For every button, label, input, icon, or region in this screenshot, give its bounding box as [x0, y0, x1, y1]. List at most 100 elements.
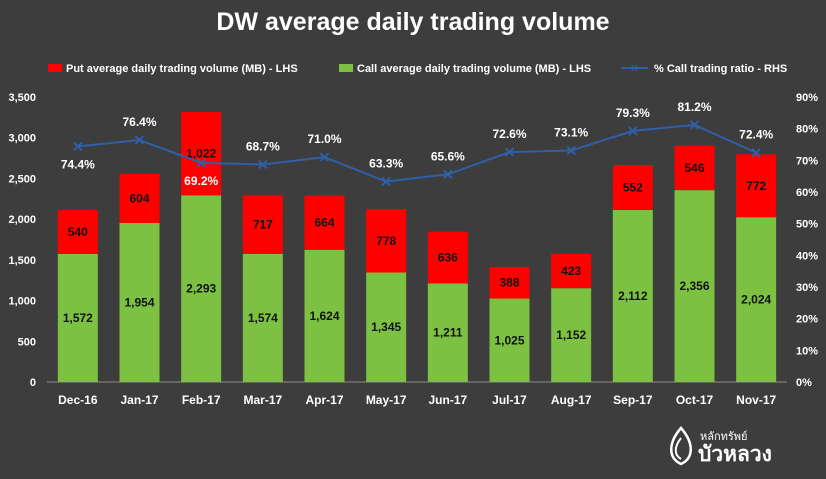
left-axis-tick-label: 0 [30, 377, 36, 389]
ratio-value-label: 72.6% [492, 127, 526, 141]
ratio-marker [504, 147, 515, 157]
category-label: Apr-17 [305, 393, 343, 407]
call-bar [736, 217, 777, 382]
right-axis-tick-label: 0% [796, 377, 812, 389]
left-axis-tick-label: 1,500 [8, 255, 36, 267]
call-bar [181, 195, 222, 382]
put-bar [427, 231, 468, 284]
put-value-label: 546 [684, 161, 704, 175]
call-bar [57, 253, 98, 382]
put-value-label: 636 [438, 250, 458, 264]
put-bar [612, 165, 653, 211]
category-label: Jul-17 [492, 393, 527, 407]
put-bar [551, 253, 592, 289]
ratio-value-label: 69.2% [184, 174, 218, 188]
left-axis-tick-label: 2,500 [8, 173, 36, 185]
put-bar [366, 209, 407, 273]
ratio-marker [134, 135, 145, 145]
category-label: Oct-17 [676, 393, 714, 407]
ratio-marker [381, 176, 391, 187]
put-bar [304, 195, 345, 250]
put-value-label: 423 [561, 264, 581, 278]
legend-ratio-label: % Call trading ratio - RHS [654, 63, 787, 75]
legend-ratio-marker: ✕ [630, 63, 639, 75]
category-label: Nov-17 [736, 393, 776, 407]
call-value-label: 1,574 [248, 311, 278, 325]
ratio-marker [73, 141, 83, 152]
put-bar [181, 112, 222, 196]
call-value-label: 2,024 [741, 293, 771, 307]
put-value-label: 388 [499, 276, 519, 290]
call-value-label: 1,572 [63, 311, 93, 325]
legend-put-label: Put average daily trading volume (MB) - … [66, 63, 298, 75]
ratio-marker [319, 152, 330, 162]
put-value-label: 540 [68, 225, 88, 239]
call-value-label: 2,112 [618, 289, 648, 303]
call-bar [119, 222, 160, 382]
put-bar [119, 173, 160, 223]
right-axis-tick-label: 90% [796, 92, 818, 104]
bars-layer: 1,572 540 1,954 604 2,293 1,022 1,574 717 1,624 6… [57, 112, 777, 382]
put-value-label: 778 [376, 234, 396, 248]
put-value-label: 717 [253, 218, 273, 232]
put-value-label: 552 [623, 181, 643, 195]
legend: Put average daily trading volume (MB) - … [48, 63, 787, 75]
call-bar [366, 272, 407, 382]
call-value-label: 1,211 [433, 326, 463, 340]
call-value-label: 2,293 [186, 282, 216, 296]
call-bar [242, 253, 283, 382]
call-value-label: 1,345 [371, 320, 401, 334]
put-bar [674, 145, 715, 191]
logo-large-text: บัวหลวง [698, 443, 772, 466]
call-value-label: 1,624 [309, 309, 339, 323]
ratio-marker [751, 148, 761, 158]
call-bar [551, 288, 592, 382]
legend-call-swatch [339, 64, 353, 72]
ratio-marker [566, 145, 576, 156]
call-bar [612, 210, 653, 382]
call-bar [427, 283, 468, 382]
ratio-value-label: 76.4% [122, 115, 156, 129]
category-label: Sep-17 [613, 393, 653, 407]
category-label: Feb-17 [182, 393, 221, 407]
put-value-label: 664 [314, 216, 334, 230]
ratio-value-label: 74.4% [61, 157, 95, 171]
left-axis-tick-label: 1,000 [8, 296, 36, 308]
ratio-value-label: 81.2% [677, 100, 711, 114]
right-axis-tick-label: 60% [796, 187, 818, 199]
call-value-label: 1,152 [556, 328, 586, 342]
call-value-label: 2,356 [679, 279, 709, 293]
right-axis-tick-label: 30% [796, 282, 818, 294]
logo: หลักทรัพย์ บัวหลวง [670, 426, 772, 466]
ratio-marker [689, 120, 700, 130]
legend-call-label: Call average daily trading volume (MB) -… [357, 63, 591, 75]
category-axis: Dec-16 Jan-17 Feb-17 Mar-17 Apr-17 May-17 Jun-… [58, 393, 776, 407]
ratio-value-label: 68.7% [246, 139, 280, 153]
right-axis-tick-label: 20% [796, 314, 818, 326]
right-axis: 0% 10% 20% 30% 40% 50% 60% 70% 80% 90% [796, 92, 818, 389]
chart-title: DW average daily trading volume [216, 8, 609, 36]
ratio-value-label: 72.4% [739, 128, 773, 142]
category-label: Dec-16 [58, 393, 98, 407]
lotus-drop-icon [670, 426, 692, 466]
ratio-value-label: 79.3% [616, 106, 650, 120]
ratio-marker [628, 126, 638, 136]
left-axis-tick-label: 2,000 [8, 214, 36, 226]
ratio-marker [443, 169, 453, 179]
left-axis-tick-label: 500 [18, 336, 36, 348]
put-value-label: 604 [129, 191, 149, 205]
call-bar [489, 298, 530, 382]
call-bar [304, 249, 345, 382]
left-axis-tick-label: 3,500 [8, 92, 36, 104]
ratio-value-label: 63.3% [369, 157, 403, 171]
lotus-drop-inner-icon [674, 437, 682, 460]
right-axis-tick-label: 50% [796, 219, 818, 231]
put-bar [57, 210, 98, 254]
ratio-layer: 74.4% 76.4% 69.2% 68.7% 71.0% 63.3% 65.6% 72.6%… [61, 100, 774, 188]
left-axis: 0 500 1,000 1,500 2,000 2,500 3,000 3,500 [8, 92, 787, 389]
left-axis-tick-label: 3,000 [8, 133, 36, 145]
put-value-label: 1,022 [186, 147, 216, 161]
ratio-value-label: 71.0% [307, 132, 341, 146]
